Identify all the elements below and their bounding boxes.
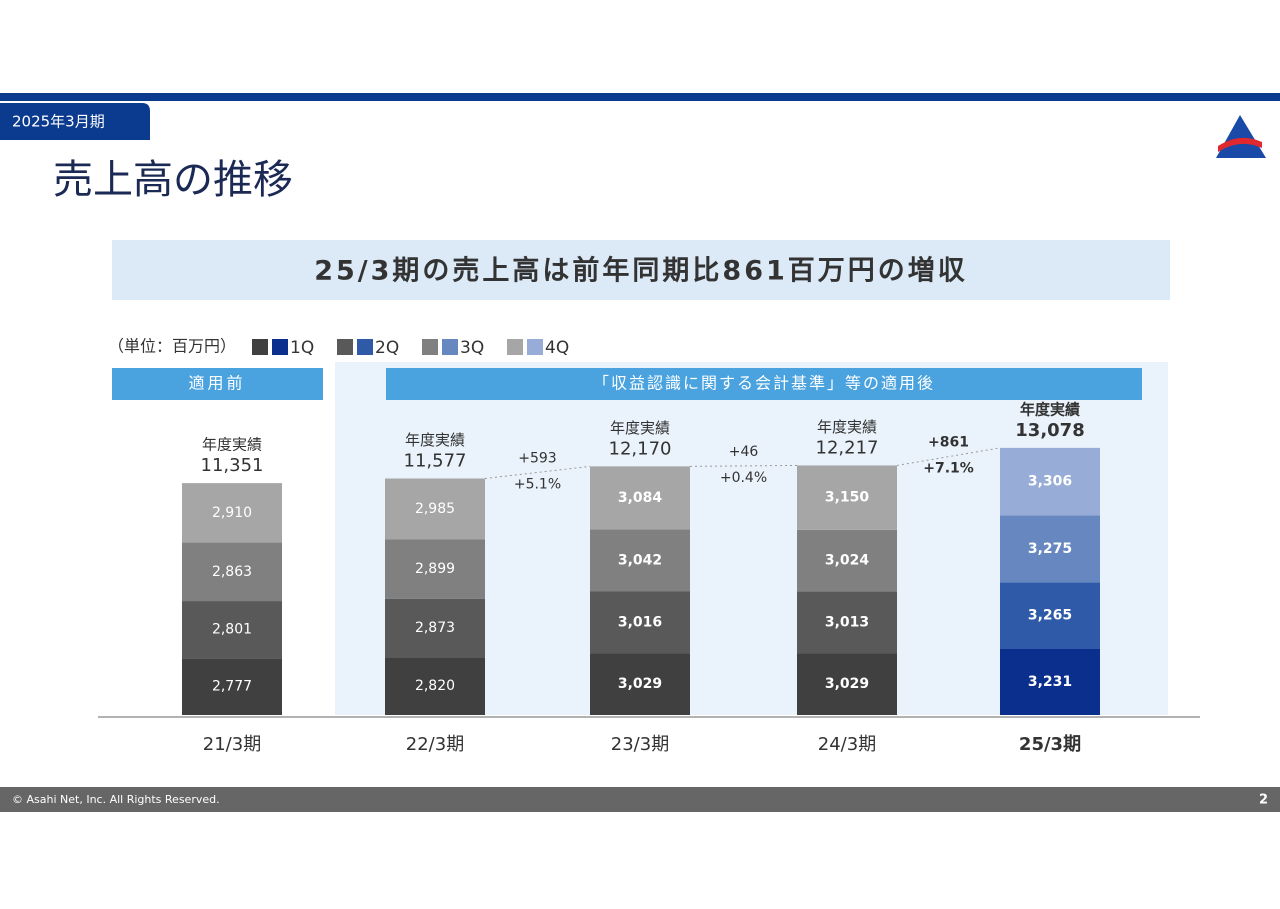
value-label: 2,873	[415, 620, 455, 636]
legend-label: 4Q	[545, 338, 569, 358]
footer-bar	[0, 787, 1280, 812]
total-label: 11,577	[404, 450, 467, 471]
change-rate-label: +5.1%	[514, 476, 561, 492]
bar-segment	[385, 657, 485, 715]
bar-segment	[182, 601, 282, 659]
value-label: 3,029	[825, 676, 869, 692]
total-label: 12,217	[816, 437, 879, 458]
total-caption: 年度実績	[405, 431, 465, 449]
value-label: 2,899	[415, 561, 455, 577]
total-label: 11,351	[201, 455, 264, 476]
headline: 25/3期の売上高は前年同期比861百万円の増収	[314, 255, 968, 287]
value-label: 2,985	[415, 501, 455, 517]
category-label: 22/3期	[406, 734, 464, 755]
total-caption: 年度実績	[1020, 400, 1080, 418]
category-label: 21/3期	[203, 734, 261, 755]
value-label: 2,801	[212, 622, 252, 638]
bar-segment	[1000, 515, 1100, 583]
page-number: 2	[1259, 793, 1268, 808]
bar-segment	[797, 591, 897, 654]
bar-segment	[385, 598, 485, 658]
value-label: 2,863	[212, 564, 252, 580]
legend-label: 3Q	[460, 338, 484, 358]
logo	[1216, 115, 1266, 158]
section-label: 適用前	[188, 374, 245, 393]
bar-segment	[182, 658, 282, 715]
headline-box	[112, 240, 1170, 300]
bar-segment	[182, 483, 282, 543]
value-label: 3,275	[1028, 541, 1072, 557]
legend-swatch	[272, 339, 288, 355]
total-label: 13,078	[1015, 420, 1084, 441]
value-label: 3,265	[1028, 608, 1072, 624]
bar-segment	[590, 466, 690, 530]
bar-segment	[1000, 447, 1100, 516]
section-header	[112, 368, 323, 400]
value-label: 3,013	[825, 614, 869, 630]
legend-swatch	[442, 339, 458, 355]
legend-swatch	[422, 339, 438, 355]
period-tag-box	[0, 103, 150, 140]
value-label: 3,306	[1028, 474, 1072, 490]
legend-swatch	[337, 339, 353, 355]
value-label: 3,024	[825, 553, 870, 569]
bar-segment	[385, 539, 485, 599]
category-label: 24/3期	[818, 734, 876, 755]
category-label: 25/3期	[1019, 734, 1081, 755]
bar-segment	[797, 529, 897, 592]
legend-swatch	[357, 339, 373, 355]
bar-segment	[797, 465, 897, 530]
bar-segment	[797, 653, 897, 715]
bar-segment	[590, 529, 690, 592]
change-label: +46	[729, 444, 759, 460]
section-label: 「収益認識に関する会計基準」等の適用後	[593, 374, 935, 393]
value-label: 3,029	[618, 676, 662, 692]
bar-segment	[590, 591, 690, 654]
value-label: 3,084	[618, 490, 663, 506]
change-rate-label: +7.1%	[923, 461, 974, 477]
legend-label: 1Q	[290, 338, 314, 358]
value-label: 3,016	[618, 614, 662, 630]
value-label: 2,820	[415, 678, 455, 694]
total-label: 12,170	[609, 438, 672, 459]
bar-segment	[182, 542, 282, 602]
slide-title: 売上高の推移	[53, 157, 293, 203]
change-label: +861	[928, 435, 969, 451]
bar-segment	[1000, 582, 1100, 649]
value-label: 2,910	[212, 505, 252, 521]
bar-segment	[590, 653, 690, 715]
legend-swatch	[252, 339, 268, 355]
value-label: 3,150	[825, 490, 870, 506]
category-label: 23/3期	[611, 734, 669, 755]
value-label: 2,777	[212, 679, 252, 695]
bar-segment	[1000, 648, 1100, 715]
legend-swatch	[507, 339, 523, 355]
legend-swatch	[527, 339, 543, 355]
total-caption: 年度実績	[610, 419, 670, 437]
top-band	[0, 93, 1280, 101]
total-caption: 年度実績	[817, 418, 877, 436]
period-tag: 2025年3月期	[12, 113, 105, 131]
section-header	[386, 368, 1142, 400]
change-rate-label: +0.4%	[720, 470, 767, 486]
bar-segment	[385, 478, 485, 540]
unit-label: （単位：百万円）	[108, 337, 236, 356]
total-caption: 年度実績	[202, 436, 262, 454]
value-label: 3,042	[618, 552, 662, 568]
legend-label: 2Q	[375, 338, 399, 358]
change-label: +593	[518, 450, 556, 466]
copyright: © Asahi Net, Inc. All Rights Reserved.	[12, 793, 220, 806]
value-label: 3,231	[1028, 674, 1072, 690]
